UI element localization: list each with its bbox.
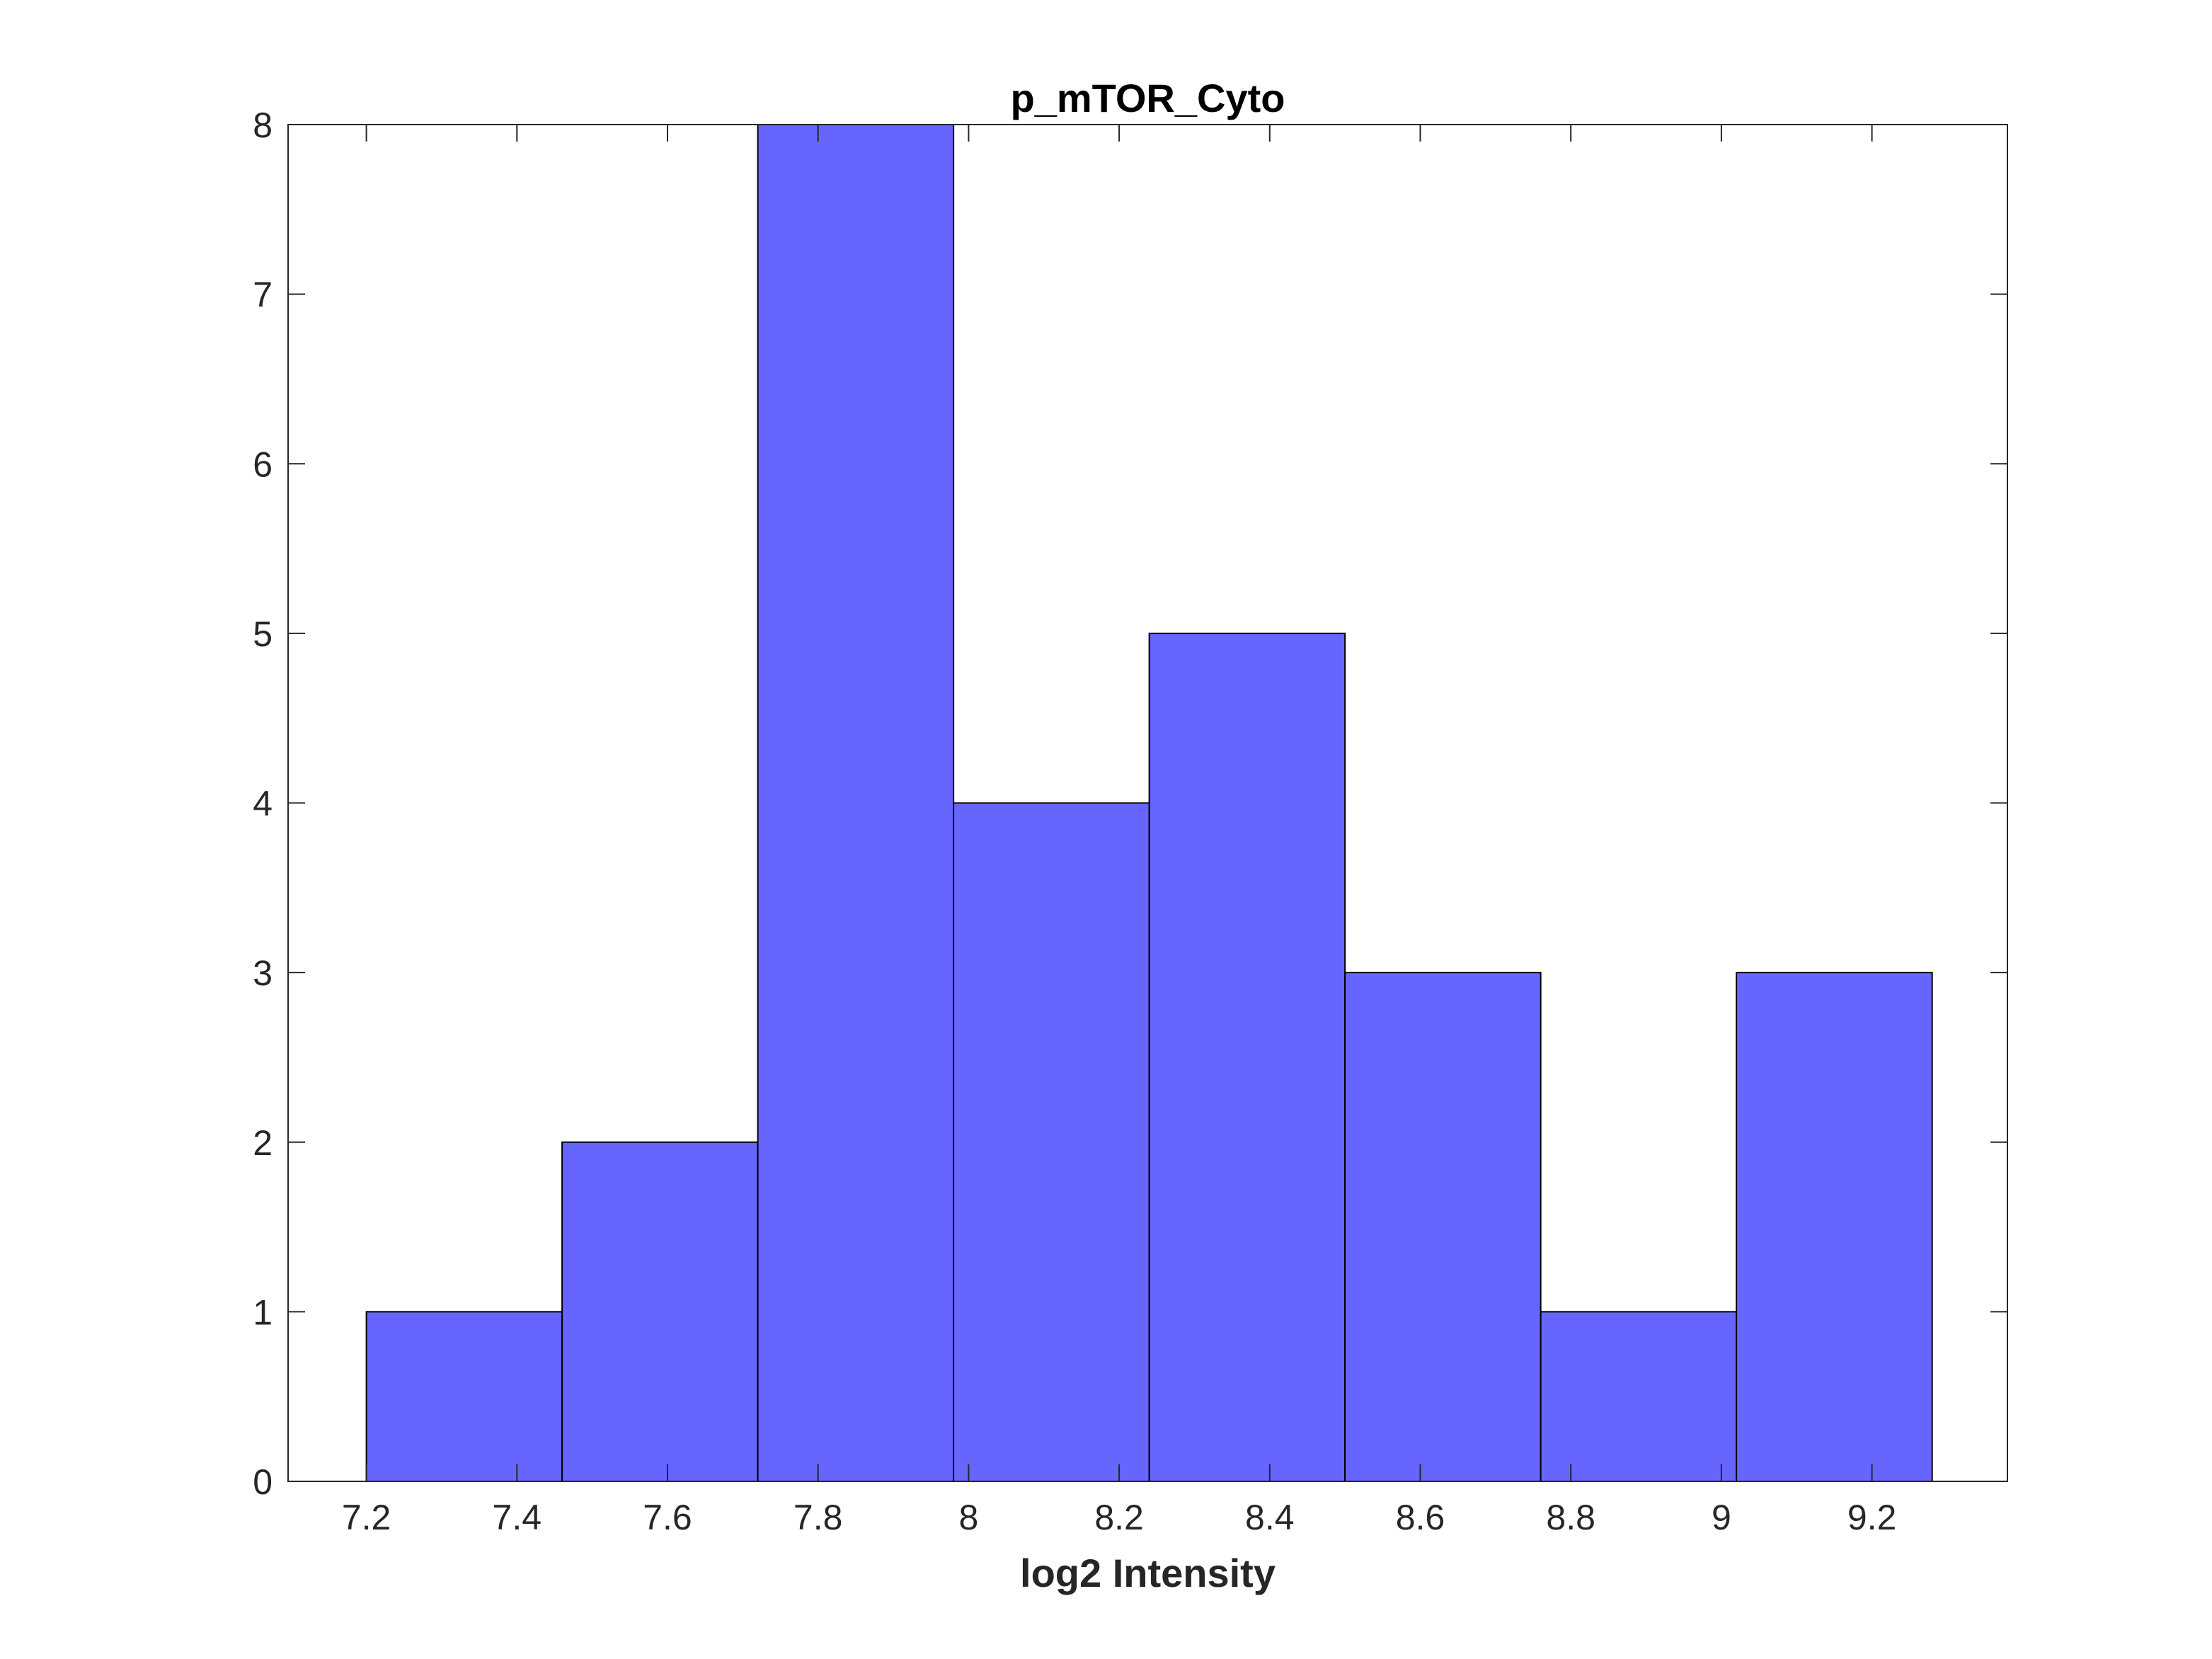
chart-title: p_mTOR_Cyto [1011, 76, 1285, 120]
tick-label: 8 [958, 1498, 978, 1537]
ticks-group: 7.2 7.4 7.6 7.8 8 8.2 8.4 8.6 8.8 9 9.2 0 1 2 3 4 5 6 7 8 [253, 105, 2007, 1537]
tick-label: 3 [253, 953, 273, 993]
tick-label: 7.8 [793, 1498, 843, 1537]
tick-label: 9.2 [1847, 1498, 1897, 1537]
tick-label: 0 [253, 1462, 273, 1502]
tick-label: 1 [253, 1292, 273, 1332]
tick-label: 7.2 [342, 1498, 391, 1537]
histogram-bar [1344, 972, 1542, 1482]
tick-label: 9 [1712, 1498, 1731, 1537]
x-axis-label: log2 Intensity [1020, 1551, 1276, 1595]
histogram-bar [365, 1311, 563, 1482]
tick-label: 4 [253, 784, 273, 824]
bars-group [365, 124, 1933, 1482]
tick-label: 8.8 [1546, 1498, 1595, 1537]
tick-label: 7.6 [643, 1498, 692, 1537]
tick-label: 7.4 [493, 1498, 542, 1537]
tick-label: 5 [253, 614, 273, 654]
tick-label: 2 [253, 1123, 273, 1163]
tick-label: 8.6 [1396, 1498, 1445, 1537]
histogram-bar [1540, 1311, 1738, 1482]
axes-box [287, 124, 2008, 1482]
histogram-bar [757, 124, 955, 1482]
tick-label: 6 [253, 444, 273, 484]
tick-label: 8 [253, 105, 273, 145]
histogram-bar [1736, 972, 1933, 1482]
tick-label: 8.4 [1245, 1498, 1295, 1537]
tick-label: 8.2 [1094, 1498, 1144, 1537]
tick-label: 7 [253, 275, 273, 315]
histogram-bar [953, 802, 1150, 1482]
histogram-bar [561, 1141, 759, 1482]
histogram-bar [1148, 632, 1346, 1482]
